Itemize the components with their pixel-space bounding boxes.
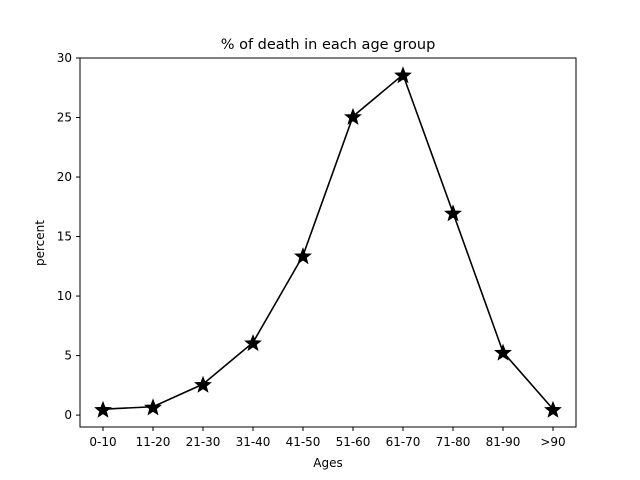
series-line <box>102 73 554 410</box>
chart-title: % of death in each age group <box>221 37 436 53</box>
y-axis-label: percent <box>33 220 47 266</box>
y-tick-label: 20 <box>57 170 72 184</box>
x-tick-label: 31-40 <box>236 435 271 449</box>
x-tick-label: >90 <box>540 435 565 449</box>
data-point-marker <box>194 375 212 393</box>
y-tick-label: 10 <box>57 289 72 303</box>
series-markers <box>94 66 562 418</box>
x-axis-label: Ages <box>313 456 342 470</box>
y-tick-label: 0 <box>64 408 72 422</box>
x-tick-label: 11-20 <box>136 435 171 449</box>
x-tick-label: 0-10 <box>89 435 116 449</box>
x-tick-label: 71-80 <box>436 435 471 449</box>
data-point-marker <box>294 247 312 265</box>
x-tick-label: 51-60 <box>336 435 371 449</box>
x-tick-label: 81-90 <box>486 435 521 449</box>
x-tick-label: 41-50 <box>286 435 321 449</box>
data-point-marker <box>344 107 362 125</box>
y-tick-label: 25 <box>57 111 72 125</box>
y-axis: 0 5 10 15 20 25 30 <box>57 51 80 422</box>
x-tick-label: 21-30 <box>186 435 221 449</box>
plot-area <box>79 57 577 428</box>
data-point-marker <box>494 343 512 361</box>
data-point-marker <box>144 398 162 416</box>
data-point-marker <box>244 334 262 352</box>
x-tick-label: 61-70 <box>386 435 421 449</box>
x-axis: 0-10 11-20 21-30 31-40 41-50 51-60 61-70 71-80 8… <box>89 427 566 449</box>
y-tick-label: 5 <box>64 349 72 363</box>
data-point-marker <box>94 400 112 418</box>
data-point-marker <box>544 400 562 418</box>
data-point-marker <box>444 204 462 222</box>
y-tick-label: 30 <box>57 51 72 65</box>
data-point-marker <box>394 66 412 84</box>
y-tick-label: 15 <box>57 230 72 244</box>
